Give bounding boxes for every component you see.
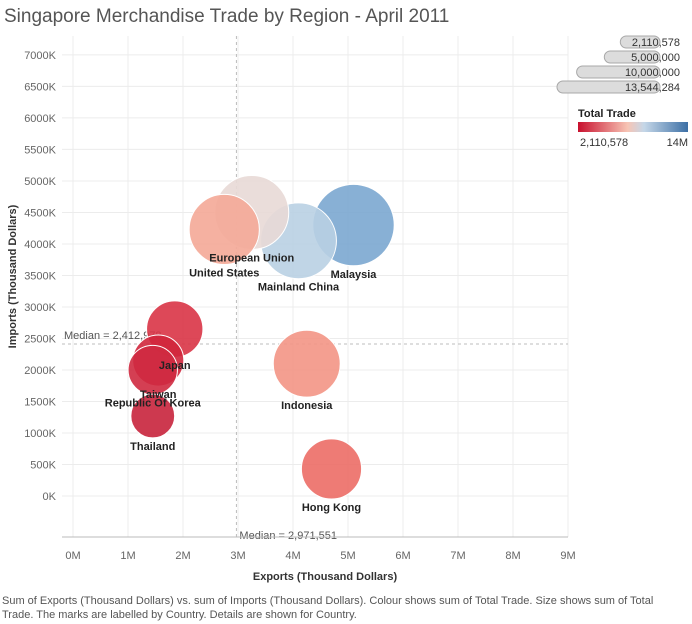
size-legend-label: 10,000,000 <box>625 67 680 79</box>
chart-title: Singapore Merchandise Trade by Region - … <box>4 6 450 27</box>
color-legend-bar <box>578 122 688 132</box>
legends: 2,110,578 5,000,000 10,000,000 13,544,284 To… <box>556 35 688 149</box>
y-tick-label: 1500K <box>24 397 56 409</box>
y-tick-label: 6000K <box>24 113 56 125</box>
size-legend-label: 5,000,000 <box>631 52 680 64</box>
size-legend-mark <box>619 35 661 49</box>
label-united-states: United States <box>189 268 259 280</box>
label-hong-kong: Hong Kong <box>302 502 361 514</box>
label-thailand: Thailand <box>130 441 175 453</box>
y-tick-label: 3500K <box>24 270 56 282</box>
color-legend-title: Total Trade <box>578 108 636 120</box>
chart-caption: Sum of Exports (Thousand Dollars) vs. su… <box>2 595 654 621</box>
y-tick-label: 4000K <box>24 239 56 251</box>
y-tick-label: 0K <box>43 491 57 503</box>
size-legend-label: 2,110,578 <box>632 37 680 49</box>
bubble-layer <box>127 174 395 500</box>
label-japan: Japan <box>159 360 191 372</box>
y-tick-label: 2500K <box>24 333 56 345</box>
y-tick-label: 2000K <box>24 365 56 377</box>
y-tick-label: 5000K <box>24 176 56 188</box>
x-axis-title: Exports (Thousand Dollars) <box>253 571 398 583</box>
bubble-hong-kong <box>300 438 363 500</box>
bubble-indonesia <box>272 329 341 398</box>
x-tick-label: 7M <box>450 550 465 562</box>
y-median-label: Median = 2,412,978 <box>64 330 162 342</box>
label-malaysia: Malaysia <box>331 269 378 281</box>
label-republic-of-korea: Republic Of Korea <box>105 398 202 410</box>
label-european-union: European Union <box>209 252 294 264</box>
size-legend-mark <box>576 65 661 79</box>
x-tick-label: 2M <box>175 550 190 562</box>
x-tick-label: 6M <box>395 550 410 562</box>
y-tick-label: 4500K <box>24 207 56 219</box>
size-legend-mark <box>603 50 661 64</box>
color-legend-max: 14M <box>667 137 688 149</box>
x-median-label: Median = 2,971,551 <box>239 530 337 542</box>
bubble-united-states <box>188 193 260 266</box>
size-legend-mark <box>556 80 661 94</box>
label-taiwan: Taiwan <box>140 389 177 401</box>
x-tick-label: 1M <box>120 550 135 562</box>
x-tick-label: 9M <box>560 550 575 562</box>
y-tick-label: 500K <box>30 460 56 472</box>
axes: 0K 500K 1000K 1500K 2000K 2500K 3000K 3500K 4000… <box>7 50 576 583</box>
x-tick-label: 3M <box>230 550 245 562</box>
scatter-chart: Median = 2,412,978 Median = 2,971,551 Eur… <box>7 35 688 583</box>
y-tick-label: 6500K <box>24 81 56 93</box>
y-tick-label: 3000K <box>24 302 56 314</box>
label-indonesia: Indonesia <box>281 400 333 412</box>
label-mainland-china: Mainland China <box>258 282 340 294</box>
x-tick-label: 8M <box>505 550 520 562</box>
bubble-labels: European Union United States MalaysiaMainl… <box>105 252 378 514</box>
size-legend-label: 13,544,284 <box>625 82 680 94</box>
bubble-thailand <box>130 393 176 439</box>
y-axis-title: Imports (Thousand Dollars) <box>7 204 19 348</box>
x-tick-label: 4M <box>285 550 300 562</box>
x-tick-label: 5M <box>340 550 355 562</box>
y-tick-label: 7000K <box>24 50 56 62</box>
color-legend-min: 2,110,578 <box>580 137 628 149</box>
y-tick-label: 1000K <box>24 428 56 440</box>
x-tick-label: 0M <box>65 550 80 562</box>
y-tick-label: 5500K <box>24 144 56 156</box>
